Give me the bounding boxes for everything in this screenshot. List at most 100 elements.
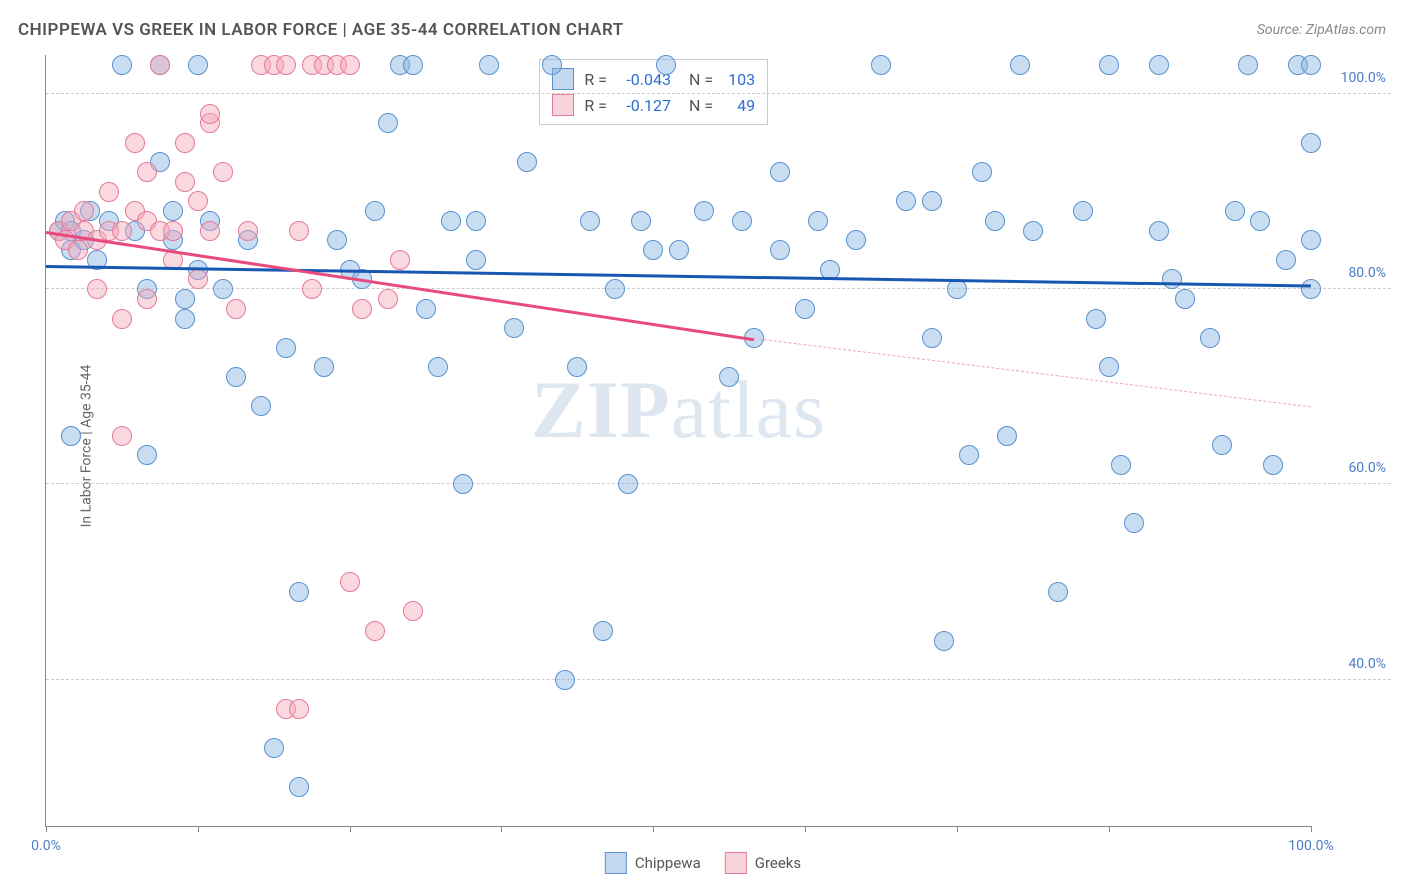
scatter-point-chippewa xyxy=(289,582,309,602)
scatter-point-chippewa xyxy=(1099,55,1119,75)
bottom-legend-item: Greeks xyxy=(725,852,801,874)
scatter-point-greeks xyxy=(175,133,195,153)
scatter-point-chippewa xyxy=(871,55,891,75)
scatter-point-chippewa xyxy=(934,631,954,651)
scatter-point-greeks xyxy=(238,221,258,241)
trend-line xyxy=(754,338,1311,407)
legend-overlay: R =-0.043N =103R =-0.127N =49 xyxy=(539,59,768,125)
scatter-point-greeks xyxy=(213,162,233,182)
legend-n-value: 49 xyxy=(719,96,755,115)
scatter-point-chippewa xyxy=(479,55,499,75)
legend-swatch xyxy=(725,852,747,874)
scatter-point-chippewa xyxy=(972,162,992,182)
scatter-point-chippewa xyxy=(163,201,183,221)
scatter-point-chippewa xyxy=(922,191,942,211)
gridline-h xyxy=(46,93,1391,94)
x-tick xyxy=(653,826,654,832)
scatter-point-chippewa xyxy=(1301,55,1321,75)
scatter-point-greeks xyxy=(365,621,385,641)
scatter-point-chippewa xyxy=(719,367,739,387)
scatter-point-greeks xyxy=(340,55,360,75)
x-tick xyxy=(1109,826,1110,832)
x-tick xyxy=(501,826,502,832)
x-tick xyxy=(1311,826,1312,832)
scatter-point-chippewa xyxy=(1010,55,1030,75)
scatter-point-greeks xyxy=(137,289,157,309)
scatter-point-chippewa xyxy=(1200,328,1220,348)
scatter-point-greeks xyxy=(226,299,246,319)
scatter-point-chippewa xyxy=(1276,250,1296,270)
scatter-point-chippewa xyxy=(466,211,486,231)
scatter-point-chippewa xyxy=(112,55,132,75)
scatter-point-chippewa xyxy=(314,357,334,377)
scatter-point-greeks xyxy=(200,221,220,241)
scatter-point-chippewa xyxy=(770,240,790,260)
scatter-point-chippewa xyxy=(1124,513,1144,533)
bottom-legend-item: Chippewa xyxy=(605,852,701,874)
x-tick xyxy=(957,826,958,832)
scatter-point-greeks xyxy=(112,426,132,446)
scatter-point-chippewa xyxy=(643,240,663,260)
legend-label: Greeks xyxy=(755,854,801,872)
scatter-point-chippewa xyxy=(428,357,448,377)
scatter-point-chippewa xyxy=(175,289,195,309)
scatter-point-chippewa xyxy=(251,396,271,416)
scatter-point-chippewa xyxy=(416,299,436,319)
x-tick xyxy=(805,826,806,832)
scatter-point-greeks xyxy=(289,699,309,719)
scatter-point-chippewa xyxy=(517,152,537,172)
x-tick xyxy=(46,826,47,832)
scatter-point-chippewa xyxy=(896,191,916,211)
scatter-point-chippewa xyxy=(1238,55,1258,75)
scatter-point-greeks xyxy=(188,191,208,211)
scatter-point-chippewa xyxy=(1023,221,1043,241)
scatter-point-chippewa xyxy=(985,211,1005,231)
gridline-h xyxy=(46,483,1391,484)
scatter-point-chippewa xyxy=(1086,309,1106,329)
scatter-point-chippewa xyxy=(555,670,575,690)
scatter-point-chippewa xyxy=(1301,230,1321,250)
scatter-point-chippewa xyxy=(1263,455,1283,475)
legend-label: Chippewa xyxy=(635,854,701,872)
scatter-point-chippewa xyxy=(213,279,233,299)
scatter-point-chippewa xyxy=(631,211,651,231)
scatter-point-chippewa xyxy=(403,55,423,75)
scatter-point-greeks xyxy=(68,240,88,260)
scatter-point-chippewa xyxy=(1111,455,1131,475)
scatter-point-chippewa xyxy=(1301,133,1321,153)
scatter-point-chippewa xyxy=(453,474,473,494)
y-tick-label: 100.0% xyxy=(1341,70,1386,86)
gridline-h xyxy=(46,679,1391,680)
x-tick xyxy=(350,826,351,832)
scatter-point-chippewa xyxy=(669,240,689,260)
scatter-point-chippewa xyxy=(1175,289,1195,309)
legend-n-label: N = xyxy=(689,96,713,115)
scatter-point-greeks xyxy=(125,133,145,153)
scatter-point-greeks xyxy=(74,201,94,221)
chart-container: CHIPPEWA VS GREEK IN LABOR FORCE | AGE 3… xyxy=(0,0,1406,892)
legend-r-value: -0.127 xyxy=(613,96,671,115)
scatter-point-chippewa xyxy=(61,426,81,446)
scatter-point-greeks xyxy=(87,279,107,299)
scatter-point-greeks xyxy=(175,172,195,192)
scatter-point-chippewa xyxy=(504,318,524,338)
scatter-point-chippewa xyxy=(264,738,284,758)
scatter-point-greeks xyxy=(352,299,372,319)
scatter-point-chippewa xyxy=(846,230,866,250)
bottom-legend: Chippewa Greeks xyxy=(605,852,801,874)
scatter-point-chippewa xyxy=(997,426,1017,446)
x-tick-label: 0.0% xyxy=(31,838,61,854)
scatter-point-chippewa xyxy=(1048,582,1068,602)
scatter-point-greeks xyxy=(302,279,322,299)
scatter-point-chippewa xyxy=(1073,201,1093,221)
scatter-point-greeks xyxy=(99,182,119,202)
scatter-point-chippewa xyxy=(1149,221,1169,241)
scatter-point-chippewa xyxy=(378,113,398,133)
scatter-point-chippewa xyxy=(1301,279,1321,299)
scatter-point-greeks xyxy=(200,104,220,124)
scatter-point-chippewa xyxy=(137,445,157,465)
scatter-point-greeks xyxy=(340,572,360,592)
legend-row: R =-0.043N =103 xyxy=(552,66,755,92)
scatter-point-chippewa xyxy=(327,230,347,250)
scatter-point-chippewa xyxy=(1250,211,1270,231)
